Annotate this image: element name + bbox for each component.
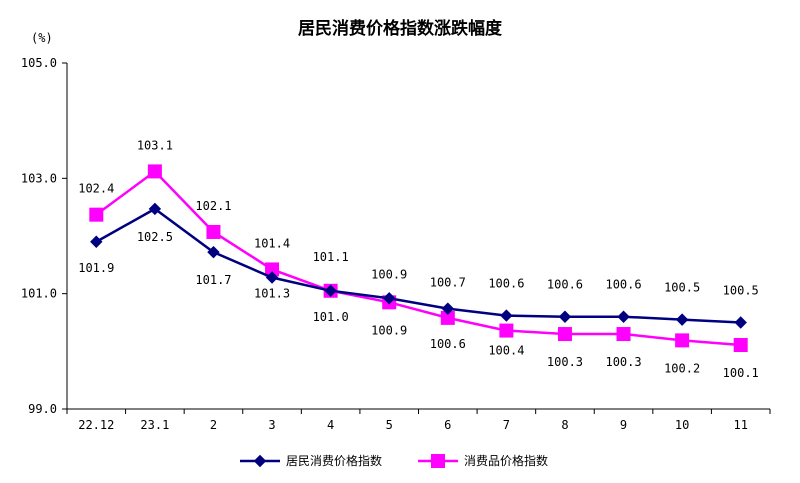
data-point bbox=[675, 333, 690, 348]
x-tick-label: 22.12 bbox=[78, 418, 114, 432]
data-point bbox=[147, 164, 162, 179]
data-point bbox=[733, 337, 748, 352]
y-tick-label: 99.0 bbox=[28, 402, 57, 416]
data-point bbox=[499, 323, 514, 338]
data-label: 101.3 bbox=[254, 287, 290, 301]
legend-label: 居民消费价格指数 bbox=[286, 453, 382, 468]
legend-label: 消费品价格指数 bbox=[464, 453, 548, 468]
legend-item: 消费品价格指数 bbox=[418, 453, 548, 468]
y-tick-label: 105.0 bbox=[21, 56, 57, 70]
data-point bbox=[206, 224, 221, 239]
data-label: 101.0 bbox=[313, 310, 349, 324]
x-tick-label: 3 bbox=[268, 418, 275, 432]
series-layer bbox=[89, 164, 748, 352]
data-label: 100.6 bbox=[430, 337, 466, 351]
data-point bbox=[441, 302, 454, 315]
data-label: 101.7 bbox=[195, 273, 231, 287]
data-label: 100.9 bbox=[371, 267, 407, 281]
data-labels: 101.9 102.5 101.7 101.3 101.0 100.9 100.7 100.6… bbox=[78, 138, 759, 380]
data-point bbox=[558, 310, 572, 323]
data-point bbox=[616, 327, 631, 342]
data-label: 101.9 bbox=[78, 261, 114, 275]
data-label: 100.3 bbox=[547, 355, 583, 369]
data-label: 100.9 bbox=[371, 323, 407, 337]
x-tick-label: 11 bbox=[733, 418, 747, 432]
data-point bbox=[675, 313, 689, 326]
x-tick-label: 2 bbox=[210, 418, 217, 432]
x-tick-label: 4 bbox=[327, 418, 334, 432]
data-label: 100.6 bbox=[605, 278, 641, 292]
legend-marker bbox=[253, 454, 267, 468]
y-tick-label: 101.0 bbox=[21, 287, 57, 301]
data-label: 100.6 bbox=[488, 277, 524, 291]
data-label: 100.7 bbox=[430, 276, 466, 290]
series-line bbox=[95, 207, 741, 324]
series-line bbox=[95, 169, 741, 347]
data-point bbox=[207, 245, 220, 259]
data-label: 100.3 bbox=[605, 355, 641, 369]
data-point bbox=[265, 271, 279, 284]
x-tick-label: 9 bbox=[620, 418, 627, 432]
legend-marker bbox=[431, 454, 445, 468]
legend-item: 居民消费价格指数 bbox=[240, 453, 382, 468]
data-label: 100.5 bbox=[664, 281, 700, 295]
data-point bbox=[89, 207, 104, 222]
data-point bbox=[324, 284, 337, 297]
data-point bbox=[148, 202, 162, 216]
axes: 99.0 101.0 103.0 105.0 22.12 23.1 2 3 4 5 6 7 8 9 10 11 bbox=[21, 56, 771, 432]
data-label: 102.1 bbox=[195, 199, 231, 213]
data-point bbox=[383, 292, 396, 305]
y-tick-label: 103.0 bbox=[21, 171, 57, 185]
data-label: 103.1 bbox=[137, 138, 173, 152]
x-tick-label: 8 bbox=[561, 418, 568, 432]
data-label: 100.2 bbox=[664, 361, 700, 375]
data-label: 102.5 bbox=[137, 230, 173, 244]
x-tick-label: 7 bbox=[503, 418, 510, 432]
data-point bbox=[500, 309, 513, 322]
data-label: 101.4 bbox=[254, 236, 290, 250]
data-label: 100.1 bbox=[723, 366, 759, 380]
data-label: 101.1 bbox=[313, 250, 349, 264]
y-axis-unit-label: (%) bbox=[31, 31, 53, 45]
x-tick-label: 5 bbox=[386, 418, 393, 432]
data-point bbox=[617, 310, 630, 323]
chart-title: 居民消费价格指数涨跌幅度 bbox=[298, 18, 503, 39]
data-point bbox=[557, 327, 572, 342]
data-label: 100.4 bbox=[488, 344, 524, 358]
data-point bbox=[90, 235, 103, 248]
data-label: 102.4 bbox=[78, 182, 114, 196]
series-consumer-goods bbox=[89, 164, 748, 352]
series-resident-cpi bbox=[90, 202, 747, 329]
data-label: 100.5 bbox=[723, 284, 759, 298]
x-tick-label: 23.1 bbox=[140, 418, 169, 432]
legend: 居民消费价格指数 消费品价格指数 bbox=[240, 453, 548, 468]
x-tick-label: 6 bbox=[444, 418, 451, 432]
x-tick-label: 10 bbox=[675, 418, 689, 432]
data-label: 100.6 bbox=[547, 278, 583, 292]
data-point bbox=[734, 316, 747, 329]
